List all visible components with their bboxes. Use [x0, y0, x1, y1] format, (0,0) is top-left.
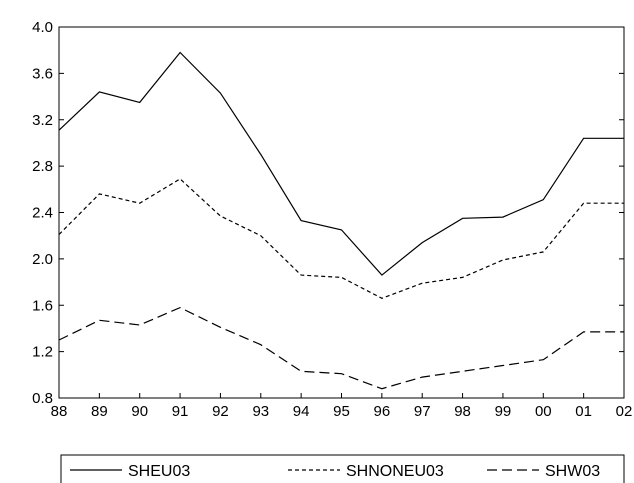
x-tick-label: 00: [535, 403, 552, 420]
y-axis: 0.8 1.2 1.6 2.0 2.4 2.8 3.2 3.6 4.0: [32, 19, 624, 407]
y-tick-label: 1.6: [32, 297, 53, 314]
series-line-sheu03: [58, 51, 624, 276]
y-tick-label: 1.2: [32, 344, 53, 361]
legend-label-shw03: SHW03: [545, 463, 600, 480]
series-line-shnoneu03: [58, 178, 624, 299]
x-tick-label: 89: [91, 403, 108, 420]
x-tick-label: 93: [252, 403, 269, 420]
x-tick-label: 94: [293, 403, 310, 420]
y-tick-label: 2.0: [32, 251, 53, 268]
x-tick-label: 01: [575, 403, 592, 420]
x-axis: 88 89 90 91 92 93 94 95 96 97 98 99 00 01 02: [51, 393, 633, 420]
legend: SHEU03 SHNONEU03 SHW03: [70, 463, 600, 480]
y-tick-label: 4.0: [32, 19, 53, 36]
series-lines: [58, 51, 624, 390]
y-tick-label: 2.4: [32, 205, 53, 222]
x-tick-label: 88: [51, 403, 68, 420]
legend-label-shnoneu03: SHNONEU03: [346, 463, 444, 480]
x-tick-label: 91: [172, 403, 189, 420]
x-tick-label: 98: [454, 403, 471, 420]
x-tick-label: 02: [616, 403, 633, 420]
legend-box: [60, 454, 625, 483]
x-tick-label: 90: [131, 403, 148, 420]
y-tick-label: 3.2: [32, 112, 53, 129]
series-line-shw03: [58, 306, 624, 390]
y-tick-label: 2.8: [32, 158, 53, 175]
legend-label-sheu03: SHEU03: [128, 463, 190, 480]
x-tick-label: 92: [212, 403, 229, 420]
y-tick-label: 3.6: [32, 65, 53, 82]
x-tick-label: 99: [495, 403, 512, 420]
plot-frame: [58, 26, 625, 399]
x-tick-label: 95: [333, 403, 350, 420]
y-tick-label: 0.8: [32, 390, 53, 407]
x-tick-label: 97: [414, 403, 431, 420]
x-tick-label: 96: [374, 403, 391, 420]
